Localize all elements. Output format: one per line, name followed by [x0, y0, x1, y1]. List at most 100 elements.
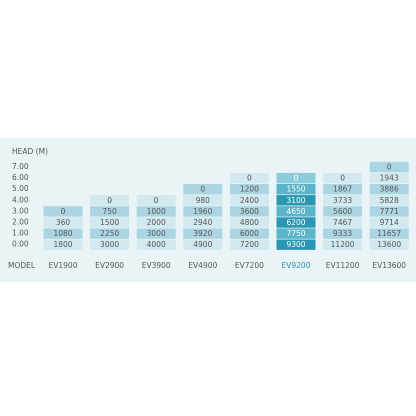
- flow-value: 1800: [53, 240, 72, 249]
- flow-value: 11200: [331, 240, 355, 249]
- cell-bg: [136, 228, 176, 239]
- cell-bg: [136, 239, 176, 250]
- cell-bg: [136, 206, 176, 217]
- cell-bg: [183, 206, 223, 217]
- flow-value: 1080: [53, 229, 72, 238]
- flow-value: 3600: [240, 207, 259, 216]
- cell-bg: [369, 161, 409, 173]
- flow-value: 2400: [240, 196, 259, 205]
- cell-bg: [369, 184, 409, 195]
- cell-bg: [323, 239, 363, 250]
- cell-bg: [323, 206, 363, 217]
- flow-value: 7771: [380, 207, 399, 216]
- cell-bg: [90, 195, 130, 206]
- flow-value: 4650: [286, 207, 305, 216]
- model-name: EV13600: [372, 261, 406, 270]
- cell-bg: [183, 217, 223, 228]
- model-name: EV9200: [282, 261, 311, 270]
- head-level: 1.00: [12, 229, 29, 238]
- flow-value: 360: [56, 218, 71, 227]
- cell-bg: [276, 172, 316, 184]
- flow-value: 4000: [147, 240, 166, 249]
- cell-bg: [229, 206, 269, 217]
- head-level: 4.00: [12, 195, 29, 204]
- flow-value: 1960: [193, 207, 212, 216]
- head-level: 3.00: [12, 206, 29, 215]
- flow-value: 0: [340, 174, 345, 183]
- flow-value: 1000: [147, 207, 166, 216]
- cell-bg: [229, 228, 269, 239]
- flow-value: 9300: [286, 240, 305, 249]
- flow-value: 7467: [333, 218, 352, 227]
- flow-value: 9714: [380, 218, 399, 227]
- model-name: EV3900: [142, 261, 171, 270]
- flow-value: 0: [387, 163, 392, 172]
- cell-bg: [90, 239, 130, 250]
- model-name: EV7200: [235, 261, 264, 270]
- flow-value: 4800: [240, 218, 259, 227]
- flow-value: 11657: [377, 229, 401, 238]
- flow-value: 0: [247, 174, 252, 183]
- flow-value: 1867: [333, 185, 352, 194]
- flow-value: 3886: [380, 185, 399, 194]
- head-title: HEAD (M): [12, 147, 48, 156]
- flow-value: 13600: [377, 240, 401, 249]
- cell-bg: [90, 228, 130, 239]
- flow-value: 5600: [333, 207, 352, 216]
- flow-value: 3000: [100, 240, 119, 249]
- cell-bg: [229, 217, 269, 228]
- flow-value: 0: [154, 196, 159, 205]
- cell-bg: [183, 239, 223, 250]
- cell-bg: [276, 195, 316, 206]
- flow-value: 3100: [286, 196, 305, 205]
- model-name: EV2900: [95, 261, 124, 270]
- cell-bg: [276, 217, 316, 228]
- cell-bg: [43, 228, 83, 239]
- cell-bg: [90, 217, 130, 228]
- cell-bg: [369, 217, 409, 228]
- flow-value: 3733: [333, 196, 352, 205]
- flow-value: 3000: [147, 229, 166, 238]
- flow-value: 2000: [147, 218, 166, 227]
- model-label: MODEL: [8, 261, 36, 270]
- flow-value: 1200: [240, 185, 259, 194]
- head-level: 2.00: [12, 218, 29, 227]
- cell-bg: [136, 217, 176, 228]
- flow-value: 6200: [286, 218, 305, 227]
- flow-value: 0: [200, 185, 205, 194]
- flow-value: 2250: [100, 229, 119, 238]
- model-name: EV4900: [188, 261, 217, 270]
- flow-value: 0: [294, 174, 299, 183]
- flow-value: 7750: [286, 229, 305, 238]
- cell-bg: [323, 228, 363, 239]
- flow-value: 5828: [380, 196, 399, 205]
- model-name: EV11200: [326, 261, 360, 270]
- head-level: 7.00: [12, 162, 29, 171]
- cell-bg: [229, 184, 269, 195]
- cell-bg: [369, 206, 409, 217]
- cell-bg: [369, 239, 409, 250]
- cell-bg: [276, 228, 316, 239]
- cell-bg: [369, 172, 409, 184]
- flow-value: 0: [61, 207, 66, 216]
- cell-bg: [323, 172, 363, 184]
- cell-bg: [276, 239, 316, 250]
- head-level: 0.00: [12, 240, 29, 249]
- cell-bg: [369, 228, 409, 239]
- cell-bg: [43, 239, 83, 250]
- flow-value: 7200: [240, 240, 259, 249]
- flow-value: 0: [107, 196, 112, 205]
- cell-bg: [90, 206, 130, 217]
- flow-value: 1500: [100, 218, 119, 227]
- flow-value: 1943: [380, 174, 399, 183]
- flow-value: 4900: [193, 240, 212, 249]
- flow-value: 3920: [193, 229, 212, 238]
- head-level: 5.00: [12, 184, 29, 193]
- flow-value: 750: [102, 207, 117, 216]
- cell-bg: [323, 217, 363, 228]
- flow-value: 9333: [333, 229, 352, 238]
- cell-bg: [183, 228, 223, 239]
- head-level: 6.00: [12, 173, 29, 182]
- flow-value: 980: [196, 196, 211, 205]
